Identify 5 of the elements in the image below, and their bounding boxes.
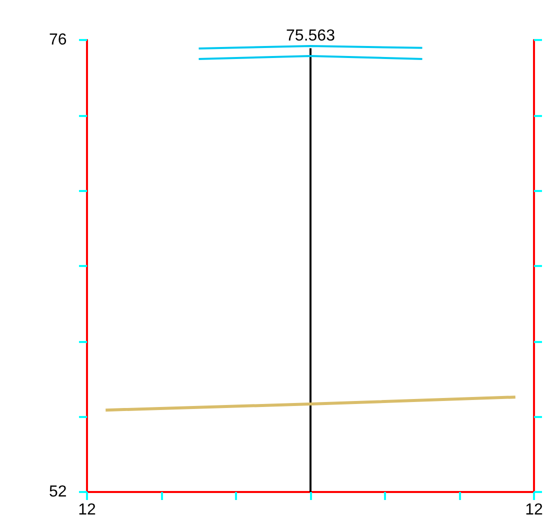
y-tick-label: 76 — [49, 32, 67, 48]
x-tick-label: 12 — [78, 502, 96, 518]
data-label: 75.563 — [286, 28, 336, 45]
y-tick-label: 52 — [49, 484, 67, 500]
x-tick-label: 12 — [525, 502, 543, 518]
